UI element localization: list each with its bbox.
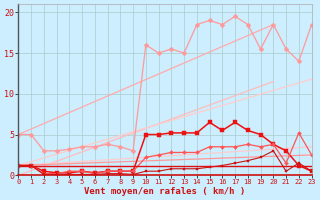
X-axis label: Vent moyen/en rafales ( km/h ): Vent moyen/en rafales ( km/h ) — [84, 187, 245, 196]
